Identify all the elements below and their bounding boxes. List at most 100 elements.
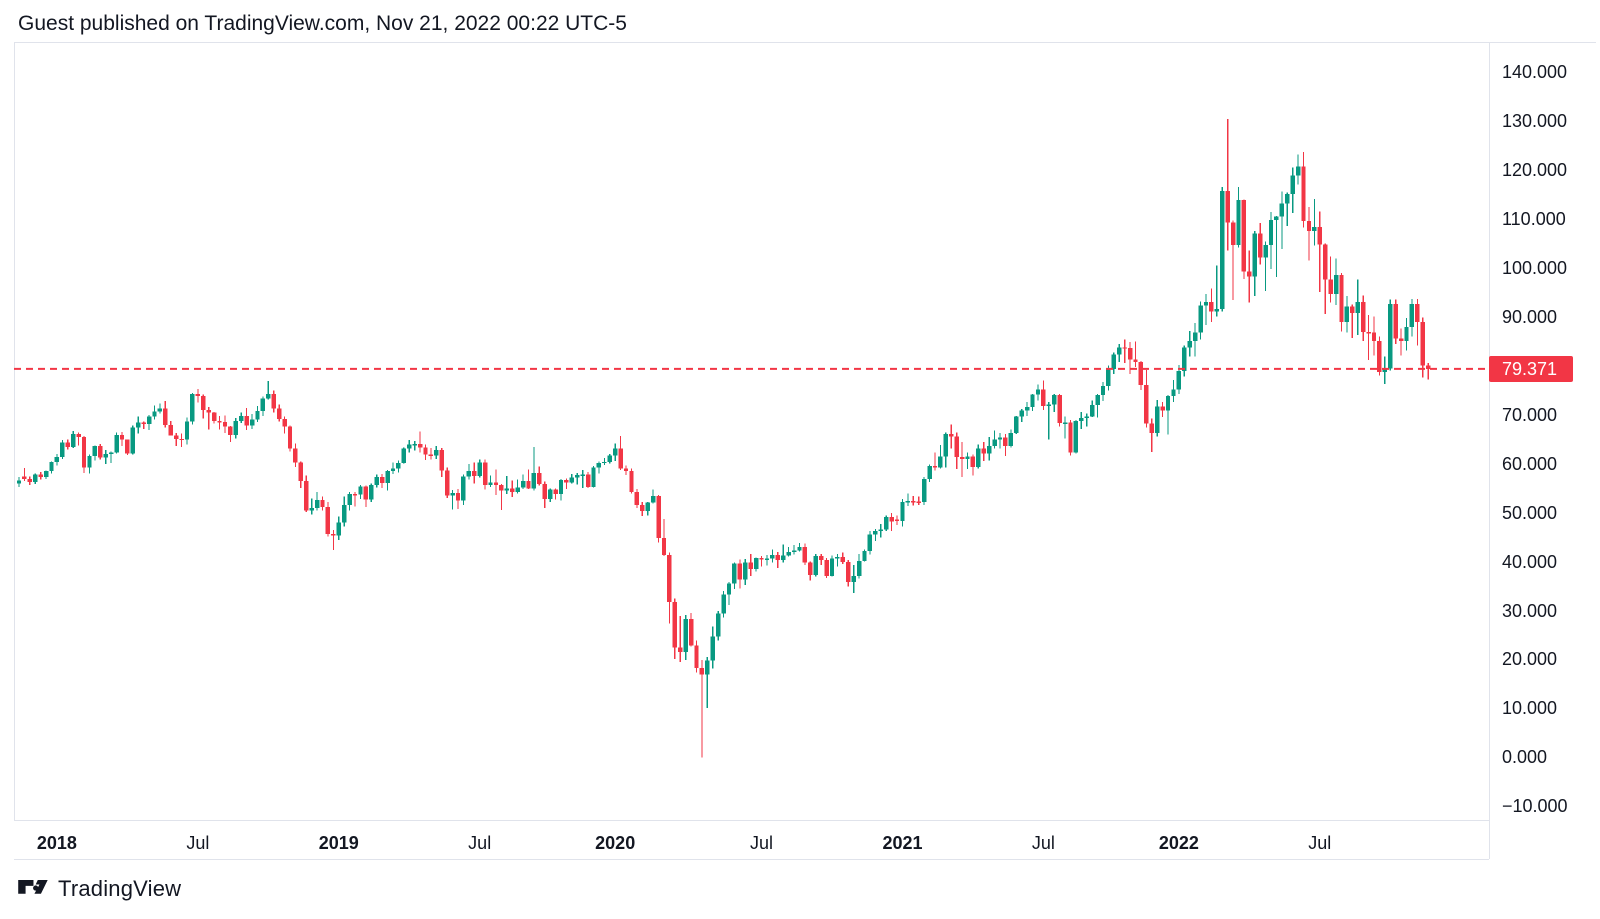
candle bbox=[445, 467, 450, 498]
candle bbox=[239, 412, 244, 424]
candle bbox=[98, 444, 103, 460]
candle bbox=[575, 473, 580, 485]
candle bbox=[461, 474, 466, 505]
candle bbox=[775, 551, 780, 568]
candle bbox=[900, 498, 905, 527]
candle bbox=[1398, 328, 1404, 356]
price-axis-separator bbox=[1489, 42, 1490, 859]
price-axis-label: 130.000 bbox=[1502, 111, 1568, 132]
candle bbox=[1079, 411, 1084, 429]
candle bbox=[840, 552, 845, 564]
candle bbox=[1382, 356, 1387, 384]
candle bbox=[1149, 418, 1154, 452]
candle bbox=[1019, 408, 1024, 423]
candle bbox=[482, 459, 488, 490]
candle bbox=[721, 590, 726, 618]
candle bbox=[737, 559, 743, 589]
candle bbox=[1312, 199, 1317, 246]
candle bbox=[152, 405, 157, 420]
candle bbox=[835, 553, 840, 567]
candle bbox=[1339, 272, 1344, 332]
price-axis-label: 100.000 bbox=[1502, 258, 1568, 278]
candle bbox=[987, 436, 992, 461]
brand-wordmark[interactable]: TradingView bbox=[58, 876, 182, 901]
candle bbox=[1090, 400, 1095, 418]
candle bbox=[596, 461, 602, 474]
candle bbox=[889, 513, 894, 532]
candle bbox=[125, 439, 130, 455]
candle bbox=[130, 425, 135, 455]
candle bbox=[103, 450, 108, 465]
candle bbox=[678, 615, 683, 662]
candle bbox=[260, 396, 266, 416]
candle bbox=[374, 474, 379, 488]
candle bbox=[157, 403, 163, 414]
candle bbox=[222, 415, 228, 433]
candle bbox=[1377, 336, 1382, 376]
candle bbox=[526, 469, 531, 490]
candle bbox=[716, 611, 721, 641]
candle bbox=[195, 388, 201, 403]
candle bbox=[1317, 211, 1322, 292]
plot-left-border bbox=[14, 42, 15, 820]
candle bbox=[688, 613, 694, 647]
candle bbox=[819, 554, 824, 565]
candle bbox=[1035, 384, 1041, 401]
candle bbox=[949, 424, 954, 449]
candle bbox=[455, 489, 461, 510]
candle bbox=[1366, 315, 1371, 360]
tradingview-logo-icon[interactable] bbox=[18, 879, 50, 899]
candle bbox=[439, 448, 444, 477]
candle bbox=[1279, 191, 1285, 249]
candle bbox=[60, 440, 65, 459]
candle bbox=[309, 498, 314, 515]
candle bbox=[1404, 317, 1409, 351]
price-axis-label: 110.000 bbox=[1502, 209, 1566, 230]
candle bbox=[87, 454, 92, 474]
candle bbox=[846, 560, 851, 587]
time-axis-label: Jul bbox=[468, 833, 492, 853]
candle bbox=[255, 406, 260, 423]
candle bbox=[564, 478, 569, 490]
candle bbox=[613, 443, 618, 461]
candle bbox=[428, 448, 434, 460]
candle bbox=[602, 457, 607, 466]
price-axis-label: 140.000 bbox=[1502, 62, 1568, 83]
candle bbox=[753, 557, 759, 572]
candle bbox=[1252, 230, 1257, 296]
candle bbox=[770, 549, 775, 563]
candle bbox=[878, 523, 883, 538]
candle bbox=[271, 390, 276, 413]
candle bbox=[623, 465, 629, 475]
candle bbox=[16, 476, 22, 488]
price-axis-label: 10.000 bbox=[1502, 698, 1558, 719]
candle bbox=[49, 461, 54, 474]
candle bbox=[347, 492, 352, 511]
candle bbox=[1247, 250, 1252, 303]
candle bbox=[797, 543, 802, 552]
candle bbox=[694, 640, 699, 673]
candle bbox=[1295, 154, 1301, 185]
candle bbox=[1062, 416, 1068, 439]
candle bbox=[1355, 279, 1360, 335]
price-axis-label: 50.000 bbox=[1502, 502, 1558, 523]
candle bbox=[873, 528, 878, 541]
candle bbox=[201, 394, 206, 419]
candle bbox=[423, 444, 428, 460]
candle bbox=[856, 554, 862, 579]
candle bbox=[450, 490, 455, 510]
candle bbox=[938, 445, 943, 469]
price-axis-label: 20.000 bbox=[1502, 649, 1558, 670]
candle bbox=[1133, 341, 1138, 367]
candle bbox=[358, 484, 363, 499]
candle bbox=[1100, 382, 1106, 402]
candle bbox=[531, 447, 537, 491]
candle bbox=[542, 481, 547, 508]
candle bbox=[1095, 393, 1100, 418]
candle bbox=[1144, 369, 1149, 428]
candle bbox=[802, 543, 808, 565]
price-axis-label: −10.000 bbox=[1502, 796, 1568, 817]
candle bbox=[141, 421, 146, 429]
candle bbox=[1415, 298, 1420, 346]
